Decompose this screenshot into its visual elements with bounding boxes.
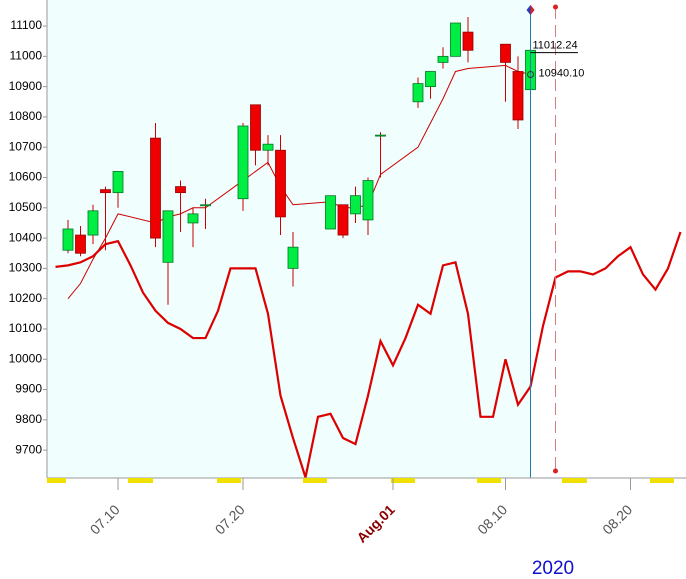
y-tick-label: 10500 bbox=[9, 200, 43, 214]
moving-average-line bbox=[67, 64, 531, 299]
weekend-markers bbox=[47, 478, 674, 483]
history-background bbox=[47, 0, 531, 478]
y-tick-label: 10100 bbox=[9, 321, 43, 335]
x-tick-label: 08.10 bbox=[474, 501, 510, 537]
background-layer bbox=[47, 0, 531, 478]
y-tick-label: 10900 bbox=[9, 79, 43, 93]
y-tick-label: 10600 bbox=[9, 170, 43, 184]
future-dot bbox=[553, 4, 558, 10]
candle-body bbox=[112, 171, 124, 194]
comparison-line bbox=[55, 231, 682, 478]
candle-body bbox=[162, 210, 174, 263]
candle-body bbox=[200, 204, 211, 207]
candle-body bbox=[187, 213, 199, 224]
x-tick-label: 08.20 bbox=[599, 501, 635, 537]
future-dot bbox=[553, 468, 558, 474]
candle-body bbox=[512, 71, 524, 121]
x-tick-label: Aug.01 bbox=[353, 501, 397, 545]
y-tick-label: 10200 bbox=[9, 291, 43, 305]
x-tick-label: 07.20 bbox=[212, 501, 248, 537]
y-tick-label: 11100 bbox=[10, 18, 42, 32]
y-tick-label: 10000 bbox=[9, 351, 43, 365]
candle-body bbox=[425, 71, 436, 88]
candle-body bbox=[362, 180, 374, 221]
y-tick-label: 11000 bbox=[10, 49, 43, 63]
candle-body bbox=[412, 83, 424, 103]
candle-body bbox=[250, 104, 261, 151]
candle-body bbox=[75, 234, 86, 254]
candle-body bbox=[62, 228, 74, 251]
candle-body bbox=[500, 43, 511, 63]
candle-body bbox=[450, 22, 461, 57]
y-tick-label: 10400 bbox=[9, 230, 43, 244]
y-tick-label: 9800 bbox=[15, 412, 42, 426]
annotation-label: 11012.24 bbox=[533, 40, 578, 52]
candle-body bbox=[350, 195, 361, 215]
candle-body bbox=[175, 186, 186, 194]
annotation-label: 10940.10 bbox=[539, 67, 585, 79]
candle-body bbox=[87, 210, 99, 236]
y-tick-label: 10700 bbox=[9, 139, 43, 153]
candle-body bbox=[100, 189, 111, 194]
candle-body bbox=[275, 149, 286, 218]
candle-body bbox=[462, 31, 474, 51]
annotation-marker bbox=[527, 70, 534, 78]
candle-body bbox=[237, 125, 249, 200]
y-tick-label: 10800 bbox=[9, 109, 43, 123]
candle-body bbox=[375, 134, 386, 137]
candle-body bbox=[262, 143, 274, 151]
y-tick-label: 9700 bbox=[15, 442, 42, 456]
x-tick-label: 07.10 bbox=[87, 501, 123, 537]
year-label: 2020 bbox=[532, 558, 574, 579]
candle-body bbox=[325, 195, 336, 230]
candle-body bbox=[287, 246, 299, 269]
y-tick-label: 10300 bbox=[9, 261, 43, 275]
candle-body bbox=[437, 55, 449, 63]
candle-body bbox=[337, 204, 349, 236]
cursor-diamond-red bbox=[530, 5, 535, 15]
marks-layer bbox=[55, 4, 682, 478]
y-tick-label: 9900 bbox=[15, 382, 42, 396]
candle-body bbox=[150, 137, 161, 239]
